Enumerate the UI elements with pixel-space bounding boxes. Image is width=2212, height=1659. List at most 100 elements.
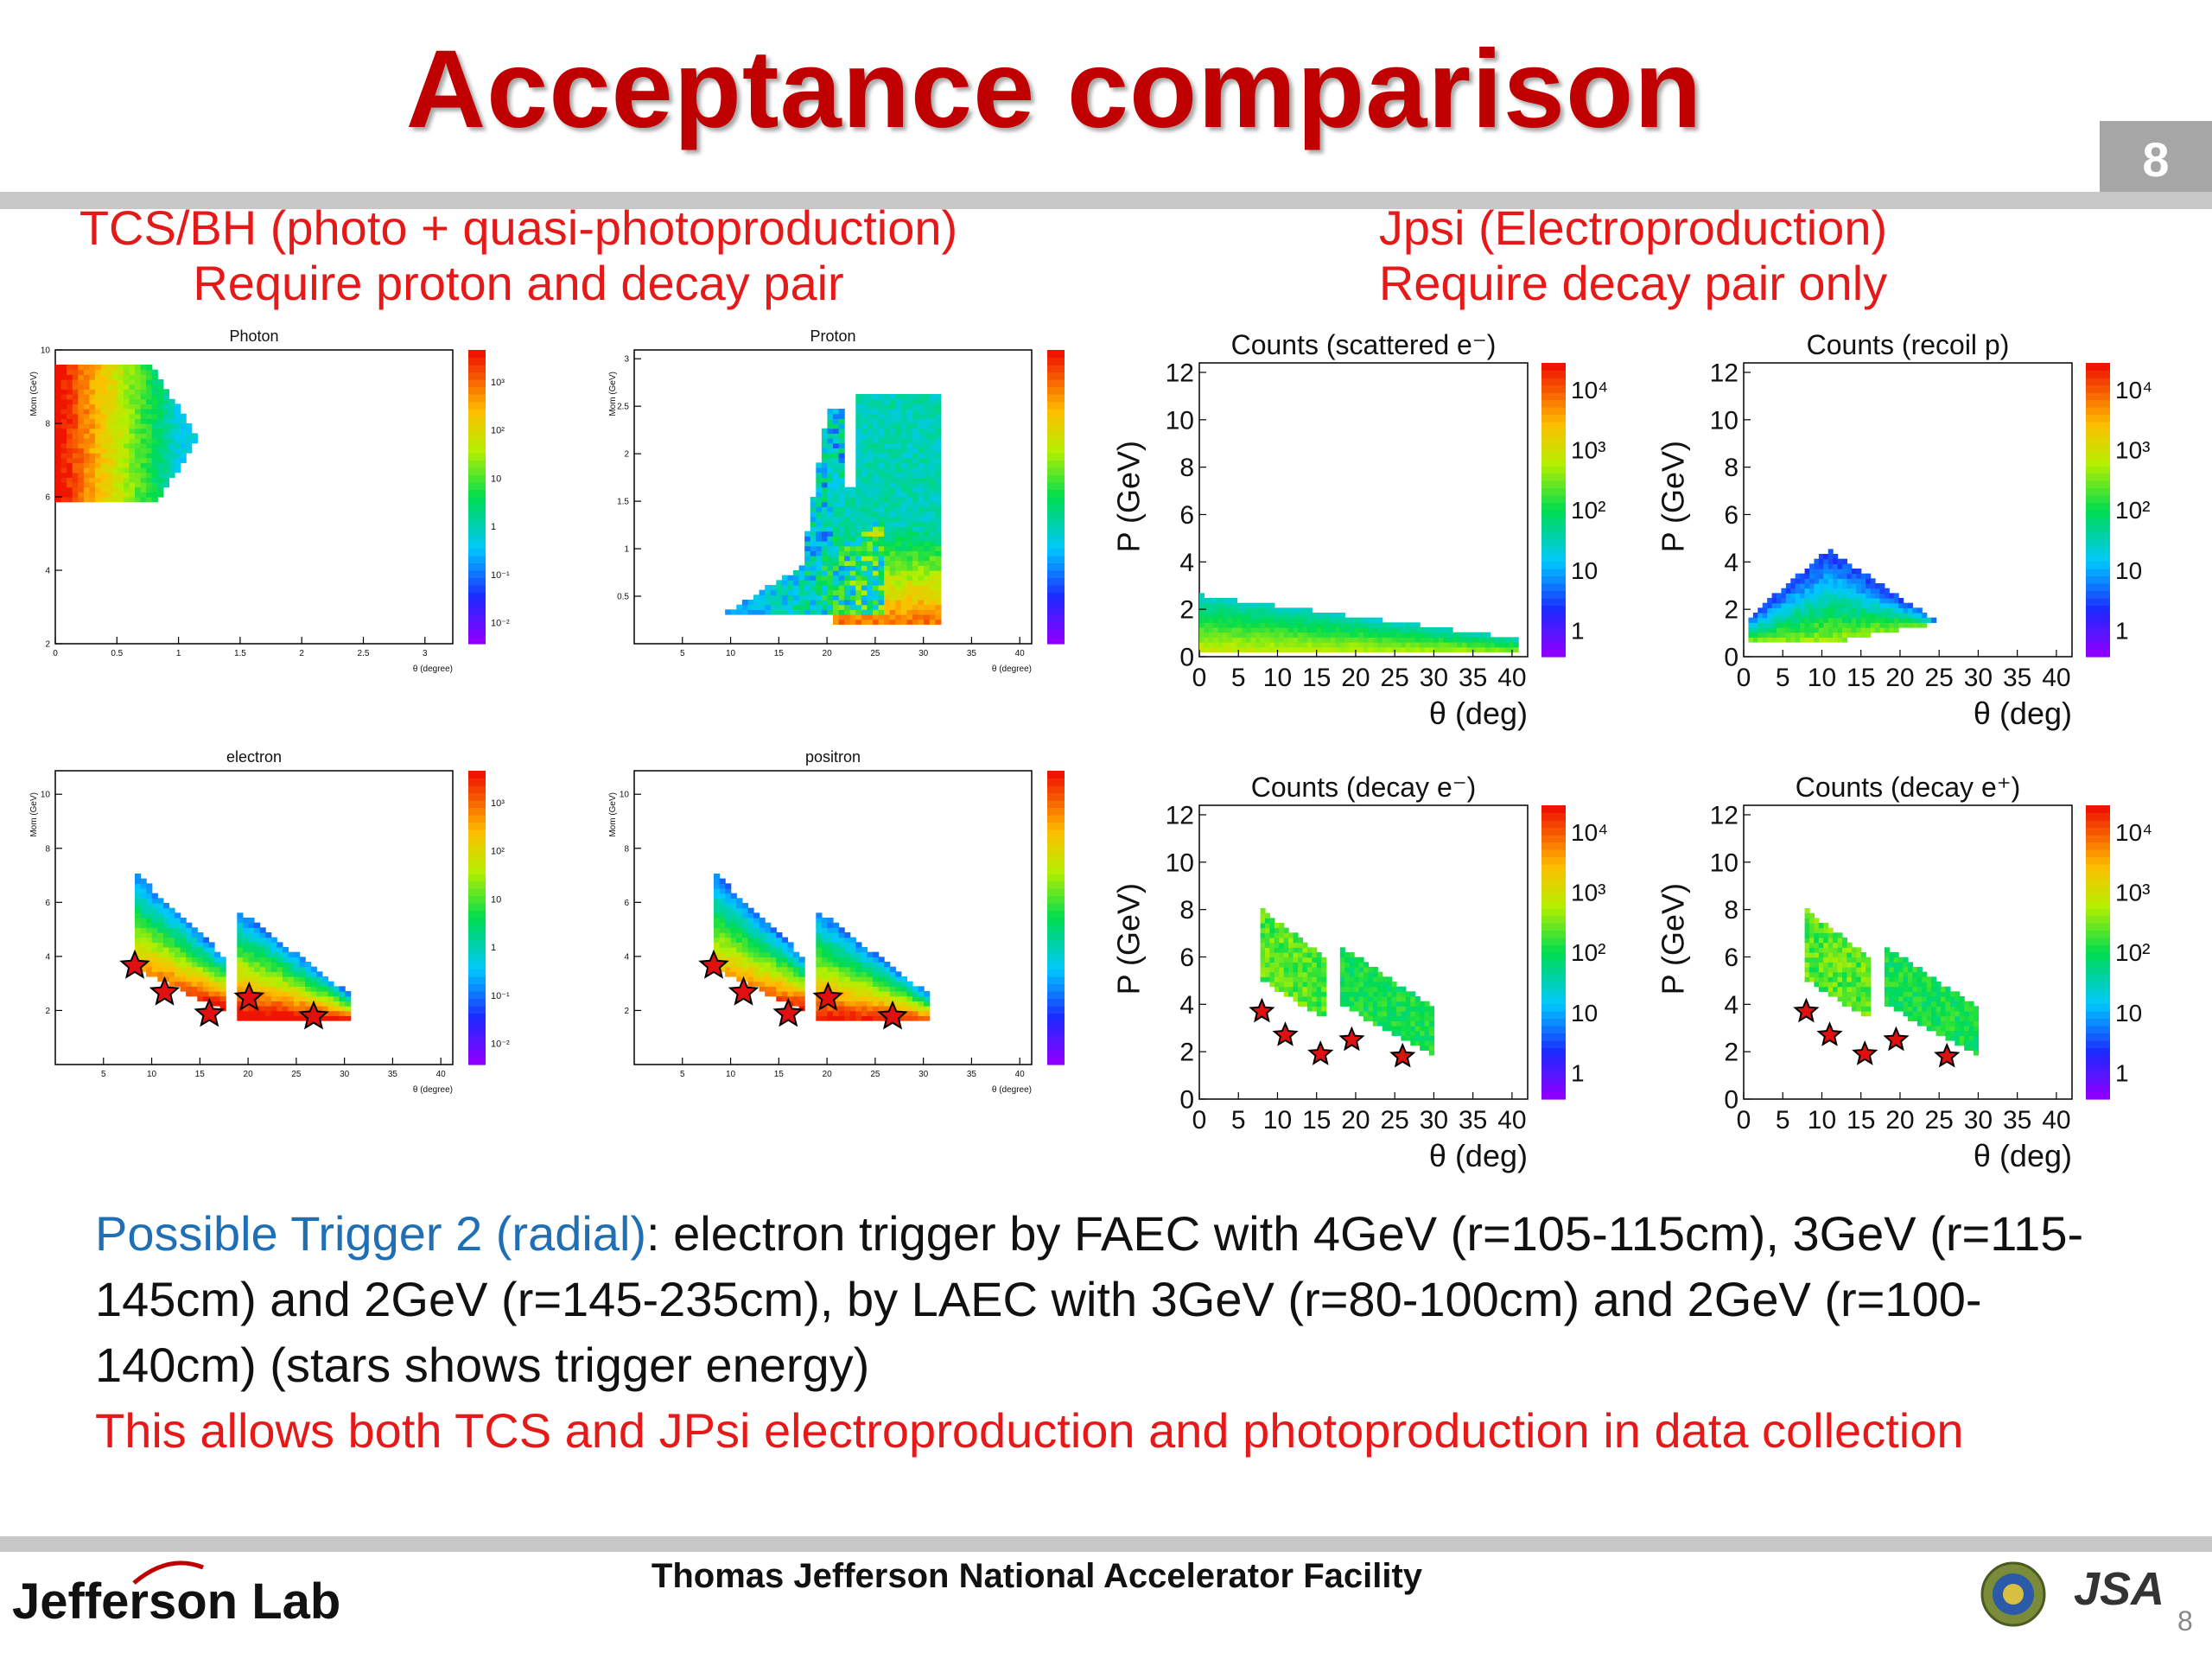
positron-cell [884, 995, 891, 1001]
proton-cell [798, 600, 805, 606]
scat_e-cell [1438, 646, 1444, 652]
positron-cell [833, 1001, 840, 1007]
positron-cell [867, 976, 874, 982]
electron-cell [237, 942, 244, 948]
scat_e-cell [1466, 642, 1472, 648]
scat_e-colorbar-step [1541, 605, 1566, 613]
photon-cell [67, 418, 73, 424]
photon-cell [83, 384, 91, 390]
proton-cell [889, 442, 896, 448]
scat_e-cell [1236, 642, 1243, 648]
electron-xtick-label: 10 [147, 1070, 157, 1079]
photon-cell [146, 482, 153, 488]
recoil_p-cell [1809, 613, 1815, 619]
proton-cell [827, 409, 834, 415]
proton-cell [924, 550, 931, 556]
photon-cell [100, 438, 107, 444]
electron-colorbar-step [468, 792, 486, 801]
photon-cell [146, 389, 153, 395]
positron-cell [861, 986, 868, 992]
positron-cell [861, 947, 868, 953]
scat_e-cell [1250, 617, 1256, 623]
positron-cell [844, 1010, 851, 1016]
decay_ep-cell [1833, 938, 1839, 944]
proton-cell [889, 477, 896, 483]
scat_e-colorbar-label: 10 [1571, 557, 1598, 584]
proton-cell [844, 585, 851, 591]
photon-cell [118, 482, 124, 488]
decay_ep-cell [1898, 1001, 1904, 1007]
decay_em-cell [1265, 912, 1271, 918]
recoil_p-cell [1879, 583, 1885, 589]
positron-cell [730, 932, 737, 938]
proton-cell [816, 501, 823, 507]
positron-cell [906, 1006, 913, 1012]
proton-cell [884, 609, 891, 615]
proton-cell [816, 575, 823, 581]
photon-cell [157, 442, 164, 448]
proton-cell [929, 594, 936, 601]
proton-cell [855, 609, 862, 615]
photon-colorbar-step [468, 365, 486, 373]
recoil_p-cell [1837, 637, 1843, 643]
scat_e-cell [1377, 637, 1383, 643]
proton-cell [895, 619, 902, 625]
recoil_p-colorbar-label: 10² [2115, 497, 2150, 524]
recoil_p-cell [1781, 637, 1787, 643]
electron-cell [162, 922, 170, 928]
recoil_p-cell [1785, 583, 1791, 589]
scat_e-cell [1260, 642, 1266, 648]
electron-cell [259, 942, 266, 948]
decay_em-cell [1298, 962, 1304, 968]
electron-cell [140, 947, 147, 953]
positron-cell [736, 957, 743, 963]
decay_em-cell [1377, 982, 1383, 988]
scat_e-cell [1405, 627, 1411, 633]
proton-cell [873, 409, 880, 415]
decay_em-cell [1339, 991, 1345, 997]
positron-cell [844, 957, 851, 963]
positron-cell [861, 1010, 868, 1016]
decay_em-cell [1349, 991, 1355, 997]
electron-cell [265, 932, 272, 938]
positron-xtick-label: 30 [918, 1070, 929, 1079]
proton-cell [884, 482, 891, 488]
proton-cell [741, 609, 749, 615]
recoil_p-cell [1758, 607, 1764, 613]
proton-cell [884, 433, 891, 439]
proton-cell [918, 512, 925, 518]
proton-cell [867, 398, 874, 404]
photon-cell [78, 398, 85, 404]
proton-cell [895, 506, 902, 512]
recoil_p-cell [1795, 588, 1801, 594]
decay_ep-cell [1931, 1026, 1937, 1032]
photon-cell [60, 472, 67, 478]
electron-cell [242, 1010, 250, 1016]
photon-cell [151, 442, 158, 448]
positron-cell [770, 957, 777, 963]
positron-cell [906, 1001, 913, 1007]
decay_ep-cell [1856, 1001, 1862, 1007]
positron-cell [770, 981, 777, 987]
electron-cell [305, 991, 312, 997]
electron-cell [219, 1001, 226, 1007]
positron-colorbar-step [1047, 1006, 1065, 1014]
electron-cell [270, 1006, 277, 1012]
photon-cell [151, 389, 158, 395]
positron-cell [873, 971, 880, 977]
electron-cell [305, 966, 312, 972]
proton-cell [906, 521, 913, 527]
decay_em-cell [1372, 967, 1378, 973]
proton-cell [855, 516, 862, 522]
proton-cell [855, 526, 862, 532]
positron-cell [714, 898, 721, 904]
proton-cell [924, 589, 931, 595]
scat_e-cell [1433, 627, 1440, 633]
recoil_p-cell [1860, 622, 1866, 628]
decay_ep-cell [1884, 957, 1890, 963]
photon-cell [151, 497, 158, 503]
electron-cell [157, 912, 164, 918]
proton-cell [924, 619, 931, 625]
positron-cell [816, 995, 823, 1001]
positron-cell [781, 991, 789, 997]
